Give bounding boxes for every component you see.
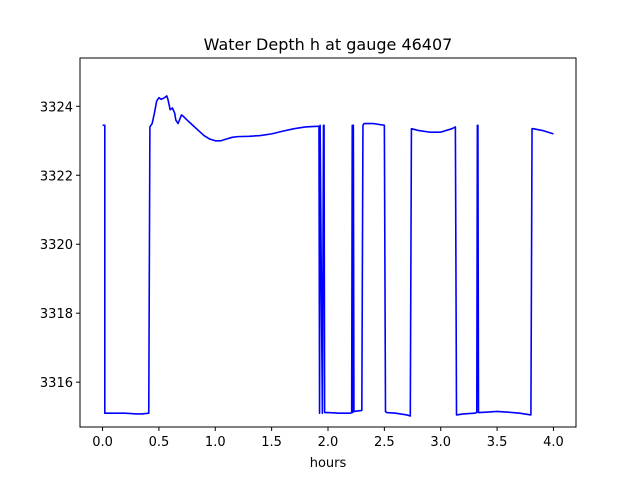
x-tick-label: 0.5 [149, 435, 170, 450]
y-tick-label: 3320 [40, 238, 73, 253]
y-axis-ticks: 3316 3318 3320 3322 3324 [40, 100, 80, 391]
y-tick-label: 3324 [40, 100, 73, 115]
x-tick-label: 2.0 [318, 435, 339, 450]
x-tick-label: 3.5 [487, 435, 508, 450]
x-tick-label: 1.5 [261, 435, 282, 450]
x-tick-label: 3.0 [430, 435, 451, 450]
y-tick-label: 3322 [40, 169, 73, 184]
chart-title: Water Depth h at gauge 46407 [204, 35, 453, 54]
y-tick-label: 3318 [40, 307, 73, 322]
x-tick-label: 2.5 [374, 435, 395, 450]
x-axis-label: hours [310, 456, 347, 471]
x-axis-ticks: 0.0 0.5 1.0 1.5 2.0 2.5 3.0 3.5 4.0 [92, 427, 564, 450]
x-tick-label: 0.0 [92, 435, 113, 450]
y-tick-label: 3316 [40, 376, 73, 391]
series-line-0 [102, 95, 554, 417]
x-tick-label: 4.0 [543, 435, 564, 450]
series-layer [102, 95, 554, 417]
x-tick-label: 1.0 [205, 435, 226, 450]
